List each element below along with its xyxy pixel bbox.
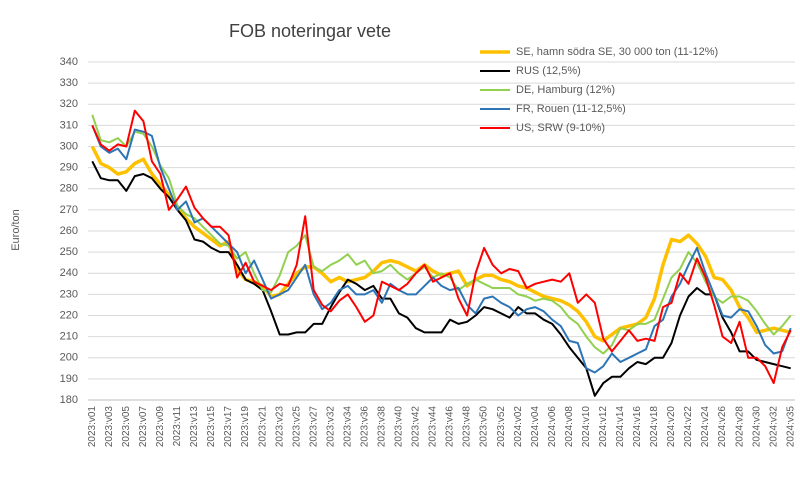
x-tick-label: 2023:v34 bbox=[342, 406, 353, 448]
x-tick-label: 2023:v01 bbox=[87, 406, 98, 448]
x-tick-label: 2023:v07 bbox=[138, 406, 149, 448]
x-tick-label: 2023:v15 bbox=[206, 406, 217, 448]
x-tick-label: 2023:v46 bbox=[445, 406, 456, 448]
y-tick-label: 280 bbox=[60, 183, 78, 195]
y-tick-label: 300 bbox=[60, 140, 78, 152]
x-tick-label: 2023:v27 bbox=[308, 406, 319, 448]
y-tick-label: 320 bbox=[60, 98, 78, 110]
x-tick-label: 2023:v48 bbox=[462, 406, 473, 448]
legend-label: SE, hamn södra SE, 30 000 ton (11-12%) bbox=[516, 46, 718, 58]
x-tick-label: 2023:v42 bbox=[411, 406, 422, 448]
x-tick-label: 2023:v11 bbox=[172, 406, 183, 447]
legend-label: RUS (12,5%) bbox=[516, 65, 581, 77]
y-tick-label: 240 bbox=[60, 267, 78, 279]
legend-label: FR, Rouen (11-12,5%) bbox=[516, 103, 626, 115]
x-tick-label: 2024:v16 bbox=[632, 406, 643, 448]
x-tick-label: 2023:v32 bbox=[325, 406, 336, 448]
x-tick-label: 2023:v40 bbox=[394, 406, 405, 448]
x-tick-label: 2024:v28 bbox=[734, 406, 745, 448]
x-tick-label: 2024:v04 bbox=[530, 406, 541, 448]
y-tick-label: 220 bbox=[60, 309, 78, 321]
y-tick-label: 290 bbox=[60, 162, 78, 174]
x-tick-label: 2023:v50 bbox=[479, 406, 490, 448]
x-tick-label: 2024:v18 bbox=[649, 406, 660, 448]
x-tick-label: 2023:v25 bbox=[291, 406, 302, 448]
x-tick-label: 2024:v02 bbox=[513, 406, 524, 448]
x-tick-label: 2023:v44 bbox=[428, 406, 439, 448]
y-tick-label: 200 bbox=[60, 352, 78, 364]
x-tick-label: 2023:v19 bbox=[240, 406, 251, 448]
x-tick-label: 2023:v13 bbox=[189, 406, 200, 448]
x-tick-label: 2023:v52 bbox=[496, 406, 507, 448]
y-axis-label: Euro/ton bbox=[10, 209, 22, 251]
x-tick-label: 2024:v24 bbox=[700, 406, 711, 448]
x-tick-label: 2023:v23 bbox=[274, 406, 285, 448]
x-tick-label: 2023:v38 bbox=[377, 406, 388, 448]
x-tick-label: 2024:v22 bbox=[683, 406, 694, 448]
x-tick-label: 2023:v05 bbox=[121, 406, 132, 448]
y-tick-label: 310 bbox=[60, 119, 78, 131]
y-tick-label: 250 bbox=[60, 246, 78, 258]
series-line bbox=[91, 114, 792, 355]
x-tick-label: 2024:v10 bbox=[581, 406, 592, 448]
x-tick-label: 2023:v09 bbox=[155, 406, 166, 448]
x-tick-label: 2023:v21 bbox=[257, 406, 268, 448]
x-tick-label: 2023:v36 bbox=[359, 406, 370, 448]
y-tick-label: 230 bbox=[60, 288, 78, 300]
x-tick-label: 2024:v14 bbox=[615, 406, 626, 448]
legend-label: US, SRW (9-10%) bbox=[516, 122, 605, 134]
series-line bbox=[91, 109, 792, 385]
legend-label: DE, Hamburg (12%) bbox=[516, 84, 615, 96]
series-line bbox=[90, 145, 792, 343]
x-tick-label: 2024:v08 bbox=[564, 406, 575, 448]
series-line bbox=[91, 125, 792, 374]
x-tick-label: 2024:v26 bbox=[717, 406, 728, 448]
y-tick-label: 340 bbox=[60, 56, 78, 68]
y-tick-label: 330 bbox=[60, 77, 78, 89]
x-tick-label: 2023:v03 bbox=[104, 406, 115, 448]
series-line bbox=[91, 160, 791, 397]
y-tick-label: 210 bbox=[60, 331, 78, 343]
x-tick-label: 2024:v20 bbox=[666, 406, 677, 448]
x-tick-label: 2024:v06 bbox=[547, 406, 558, 448]
y-tick-label: 260 bbox=[60, 225, 78, 237]
chart-title: FOB noteringar vete bbox=[229, 21, 391, 41]
y-tick-label: 180 bbox=[60, 394, 78, 406]
y-tick-label: 190 bbox=[60, 373, 78, 385]
x-tick-label: 2024:v32 bbox=[768, 406, 779, 448]
x-tick-label: 2024:v12 bbox=[598, 406, 609, 448]
x-tick-label: 2024:v30 bbox=[751, 406, 762, 448]
y-tick-label: 270 bbox=[60, 204, 78, 216]
x-tick-label: 2024:v35 bbox=[785, 406, 796, 448]
x-tick-label: 2023:v17 bbox=[223, 406, 234, 448]
